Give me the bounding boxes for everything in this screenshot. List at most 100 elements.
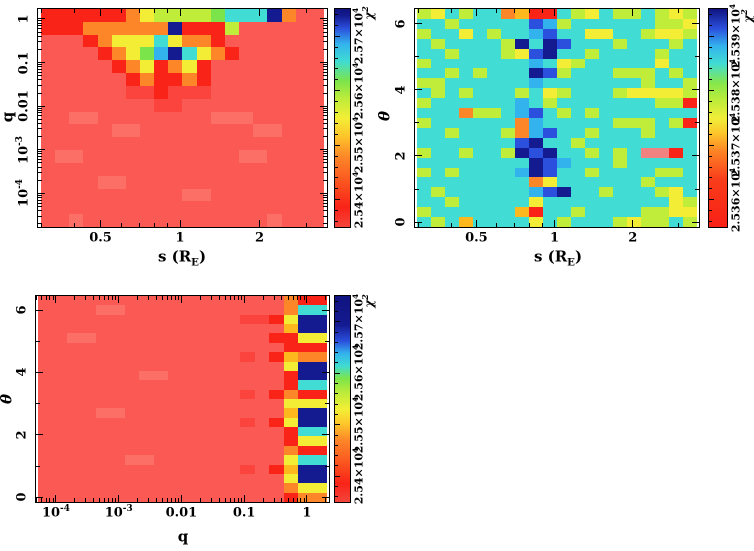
x-tick [120,223,122,227]
heatmap-cell [224,214,240,227]
heatmap-cell [97,73,112,86]
heatmap-cell [557,147,571,158]
heatmap-cell [211,408,226,418]
heatmap-cell [529,98,543,109]
heatmap-cell [571,58,585,69]
y-tick [415,56,419,58]
heatmap-cell [182,150,197,163]
heatmap-cell [240,408,255,418]
heatmap-cell [269,464,284,474]
heatmap-cell [111,98,126,112]
heatmap-cell [641,28,655,39]
heatmap-cell [52,483,67,493]
heatmap-cell [41,111,56,125]
heatmap-cell [683,187,697,198]
heatmap-cell [38,398,53,409]
heatmap-cell [529,38,543,49]
y-tick [323,115,327,117]
heatmap-cell [641,98,655,109]
heatmap-cell [655,137,669,148]
heatmap-cell [140,34,155,48]
heatmap-cell [487,58,501,69]
y-tick [323,22,327,24]
x-tick [281,296,283,300]
heatmap-cell [295,98,310,112]
heatmap-cell [283,370,299,381]
heatmap-cell [240,389,255,399]
y-tick [38,151,42,153]
x-tick [108,498,110,502]
heatmap-cell [239,137,254,151]
heatmap-cell [168,60,183,74]
heatmap-cell [153,417,169,428]
heatmap-cell [125,47,141,61]
heatmap-cell [95,398,111,409]
heatmap-cell [501,118,515,128]
heatmap-cell [66,370,82,381]
heatmap-cell [269,445,284,456]
x-tick [171,296,173,300]
heatmap-cell [168,314,183,325]
heatmap-cell [38,389,53,399]
heatmap-cell [168,427,183,437]
heatmap-cell [599,167,613,178]
colorbar-minor-tick [709,188,712,190]
heatmap-cell [81,361,96,371]
heatmap-cell [168,464,183,474]
heatmap-cell [111,137,126,151]
heatmap-cell [571,157,585,168]
heatmap-cell [417,28,431,39]
heatmap-cell [312,398,327,409]
heatmap-cell [627,58,641,69]
x-tick [296,296,298,300]
heatmap-cell [543,217,557,227]
heatmap-cell [211,305,226,315]
y-tick [323,31,327,33]
heatmap-cell [81,445,96,456]
heatmap-cell [210,162,225,176]
heatmap-cell [211,464,226,474]
x-tick [306,495,308,502]
heatmap-cell [445,38,459,49]
heatmap-cell [154,150,169,163]
heatmap-cell [641,147,655,158]
heatmap-cell [196,296,212,306]
colorbar-minor-tick [335,221,338,223]
heatmap-cell [97,85,112,99]
heatmap-cell [655,217,669,227]
heatmap-cell [168,9,183,22]
heatmap-cell [312,473,327,484]
heatmap-cell [431,18,445,29]
heatmap-cell [124,492,140,502]
heatmap-cell [459,28,473,39]
heatmap-cell [571,88,585,99]
heatmap-cell [239,34,254,48]
heatmap-cell [55,34,70,48]
heatmap-cell [417,187,431,198]
heatmap-cell [515,217,529,227]
heatmap-cell [196,21,211,35]
y-tick [323,71,327,73]
y-tick [38,48,42,50]
heatmap-cell [168,305,183,315]
heatmap-cell [683,88,697,99]
heatmap-cell [283,473,299,484]
x-tick [100,9,101,16]
heatmap-cell [487,177,501,188]
y-tick [38,210,42,212]
x-tick [162,296,164,300]
heatmap-cell [154,60,169,74]
x-tick [55,296,57,303]
y-tick [323,199,327,201]
heatmap-cell [473,217,487,227]
heatmap-cell [312,314,327,325]
heatmap-cell [139,398,154,409]
heatmap-cell [431,48,445,59]
x-tick-label: 10-3 [104,504,133,521]
x-tick [153,9,155,13]
heatmap-cell [196,427,212,437]
y-tick [323,155,327,157]
heatmap-cell [95,408,111,418]
colorbar-tick-label: 2.55×104 [350,116,366,174]
heatmap-cell [125,21,141,35]
